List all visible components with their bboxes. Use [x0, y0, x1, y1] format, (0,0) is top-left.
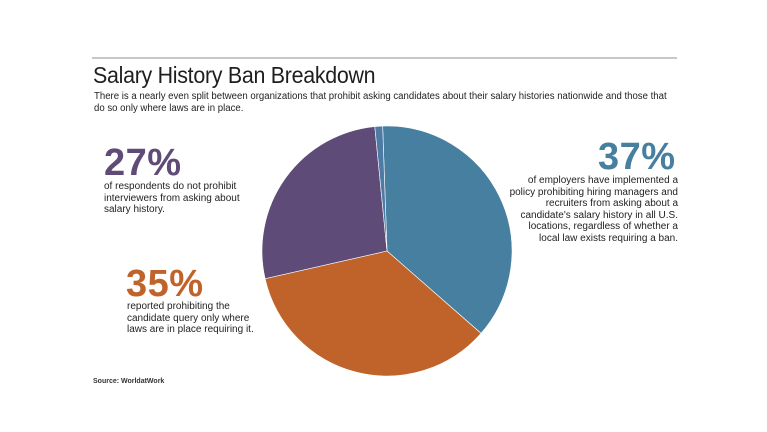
chart-subtitle: There is a nearly even split between org… [94, 91, 667, 114]
slice-description-35: reported prohibiting the candidate query… [127, 301, 254, 335]
slice-label-37: 37% [598, 136, 676, 178]
slice-description-37: of employers have implemented a policy p… [509, 175, 678, 244]
chart-title: Salary History Ban Breakdown [93, 62, 376, 88]
top-rule [92, 57, 677, 59]
slice-label-35: 35% [126, 263, 204, 305]
pie-slice-1-sliver [374, 125, 388, 252]
slice-label-27: 27% [104, 142, 182, 184]
source-note: Source: WorldatWork [93, 378, 165, 385]
slice-description-27: of respondents do not prohibit interview… [104, 181, 240, 215]
pie-slice-37 [382, 125, 513, 334]
pie-slice-27 [261, 126, 388, 280]
pie-slice-35 [264, 250, 482, 377]
